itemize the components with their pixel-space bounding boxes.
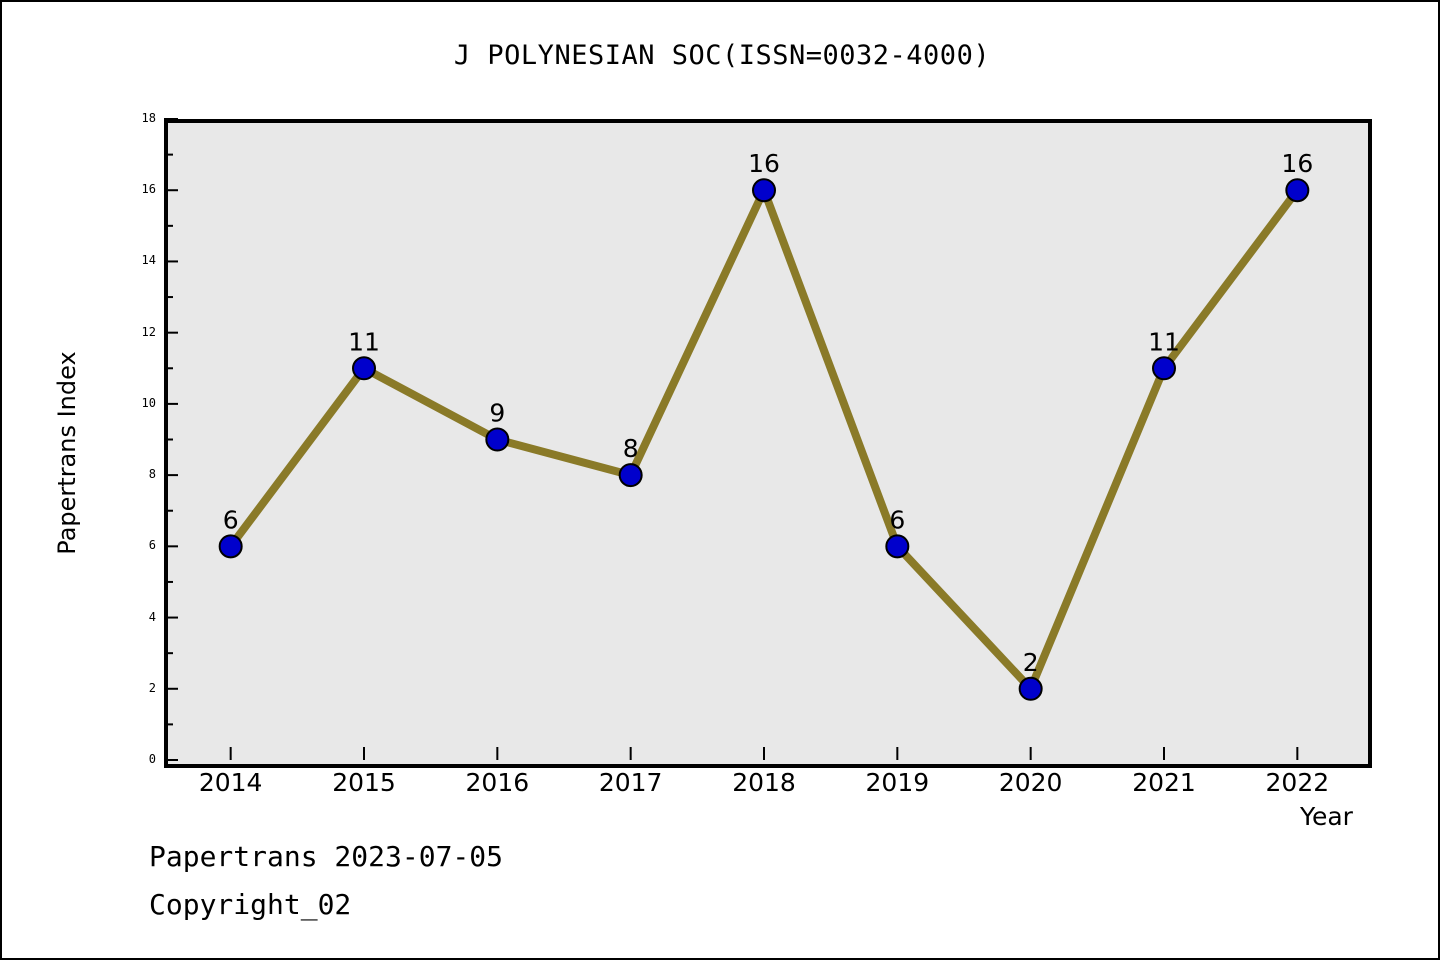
line-chart-plot: 6 11 9 8 16 6 2 11 16: [164, 118, 1313, 761]
y-axis-tick-label: 14: [141, 253, 156, 268]
y-axis-tick-labels: 0 2 4 6 8 10 12 14 16 18: [122, 2, 156, 958]
data-point-marker[interactable]: [1152, 356, 1176, 381]
y-axis-tick-label: 12: [141, 324, 156, 339]
data-point-label: 8: [623, 434, 639, 463]
y-axis-tick-label: 8: [148, 467, 156, 482]
footer-source-line: Papertrans 2023-07-05: [149, 840, 504, 873]
x-axis-tick-label: 2015: [332, 768, 396, 797]
y-axis-tick-label: 4: [148, 609, 156, 624]
x-axis-tick-label: 2021: [1132, 768, 1196, 797]
data-point-label: 2: [1023, 648, 1039, 677]
y-axis-tick-label: 10: [141, 395, 156, 410]
x-axis-tick-label: 2020: [998, 768, 1063, 797]
data-point-label: 11: [348, 327, 380, 356]
data-point-label: 6: [223, 505, 239, 534]
y-axis-title: Papertrans Index: [53, 351, 81, 555]
x-axis-tick-label: 2019: [865, 768, 930, 797]
x-axis-tick-label: 2016: [465, 768, 530, 797]
data-point-marker[interactable]: [218, 534, 243, 559]
x-axis-tick-label: 2018: [732, 768, 796, 797]
y-axis-tick-label: 18: [141, 111, 156, 125]
x-axis-tick-label: 2022: [1265, 768, 1330, 797]
data-point-label: 16: [1281, 149, 1313, 178]
data-point-label: 6: [889, 505, 905, 534]
data-point-marker[interactable]: [1018, 676, 1043, 701]
data-point-marker[interactable]: [618, 463, 643, 488]
footer-copyright-line: Copyright_02: [149, 888, 352, 921]
y-axis-tick-label: 0: [148, 752, 156, 766]
data-point-marker[interactable]: [485, 427, 510, 452]
plot-area-background: [164, 119, 1372, 768]
data-point-marker[interactable]: [352, 356, 376, 381]
data-point-label: 9: [489, 399, 505, 428]
data-point-label: 11: [1148, 327, 1180, 356]
data-point-marker[interactable]: [885, 534, 910, 559]
page-title: J POLYNESIAN SOC(ISSN=0032-4000): [453, 40, 991, 71]
y-axis-tick-label: 2: [148, 680, 156, 695]
x-axis-tick-label: 2017: [598, 768, 663, 797]
x-axis-title: Year: [1300, 802, 1353, 831]
data-series-line: [227, 179, 1301, 697]
data-point-marker[interactable]: [752, 178, 776, 203]
data-point-label: 16: [748, 149, 780, 178]
x-axis-tick-label: 2014: [198, 768, 263, 797]
data-point-marker[interactable]: [1285, 178, 1310, 203]
y-axis-tick-label: 6: [148, 538, 156, 553]
y-axis-tick-label: 16: [141, 182, 156, 197]
